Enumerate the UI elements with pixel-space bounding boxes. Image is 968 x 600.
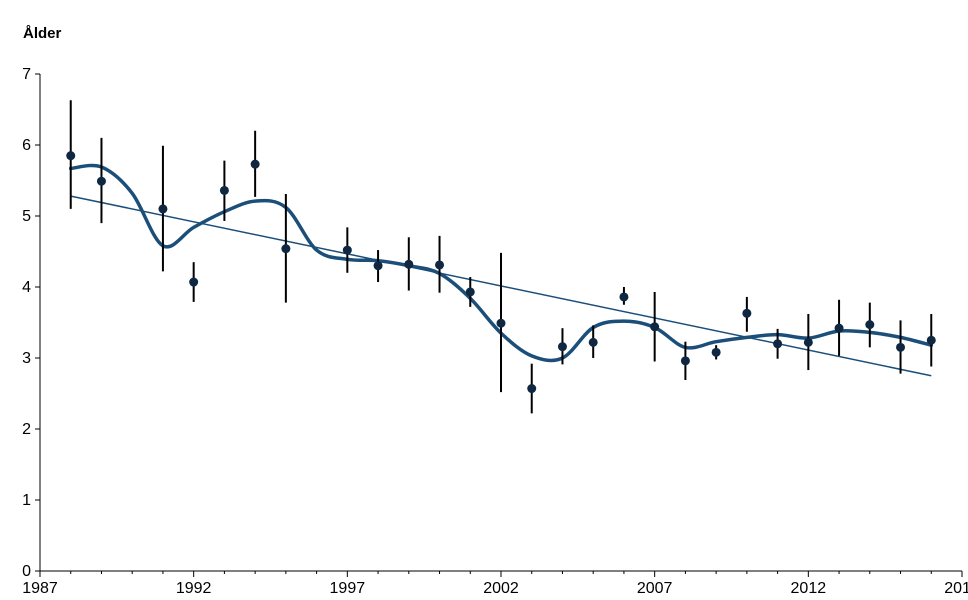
x-tick-label: 1987 (22, 580, 58, 597)
data-point (742, 308, 752, 318)
data-point (557, 342, 567, 352)
data-point (281, 244, 291, 254)
y-axis-label: Ålder (23, 25, 62, 42)
points-group (66, 151, 936, 394)
data-point (926, 335, 936, 345)
data-point (404, 259, 414, 269)
y-tick-label: 2 (22, 421, 31, 438)
data-point (896, 342, 906, 352)
data-point (250, 159, 260, 169)
data-point (527, 384, 537, 394)
y-tick-label: 3 (22, 350, 31, 367)
y-tick-label: 4 (22, 279, 31, 296)
y-tick-label: 0 (22, 563, 31, 580)
data-point (834, 323, 844, 333)
data-point (711, 347, 721, 357)
data-point (619, 292, 629, 302)
x-tick-label: 1997 (330, 580, 366, 597)
data-point (96, 176, 106, 186)
x-tick-label: 2007 (637, 580, 673, 597)
data-point (189, 277, 199, 287)
data-point (342, 245, 352, 255)
data-point (435, 260, 445, 270)
data-point (773, 339, 783, 349)
axes: 0 1 2 3 4 5 6 7 1987 1992 1997 2002 2007 2012 2017 (22, 66, 968, 597)
error-bars-group (69, 100, 933, 414)
y-tick-label: 5 (22, 208, 31, 225)
data-point (588, 337, 598, 347)
x-tick-label: 1992 (176, 580, 212, 597)
y-tick-label: 7 (22, 66, 31, 83)
data-point (219, 185, 229, 195)
x-tick-label: 2017 (944, 580, 968, 597)
data-point (66, 151, 76, 161)
data-point (158, 204, 168, 214)
data-point (803, 337, 813, 347)
x-tick-label: 2012 (791, 580, 827, 597)
x-tick-label: 2002 (483, 580, 519, 597)
data-point (465, 287, 475, 297)
data-point (650, 322, 660, 332)
data-point (496, 318, 506, 328)
data-point (680, 356, 690, 366)
data-point (373, 261, 383, 271)
y-tick-label: 6 (22, 137, 31, 154)
data-point (865, 320, 875, 330)
y-tick-label: 1 (22, 492, 31, 509)
